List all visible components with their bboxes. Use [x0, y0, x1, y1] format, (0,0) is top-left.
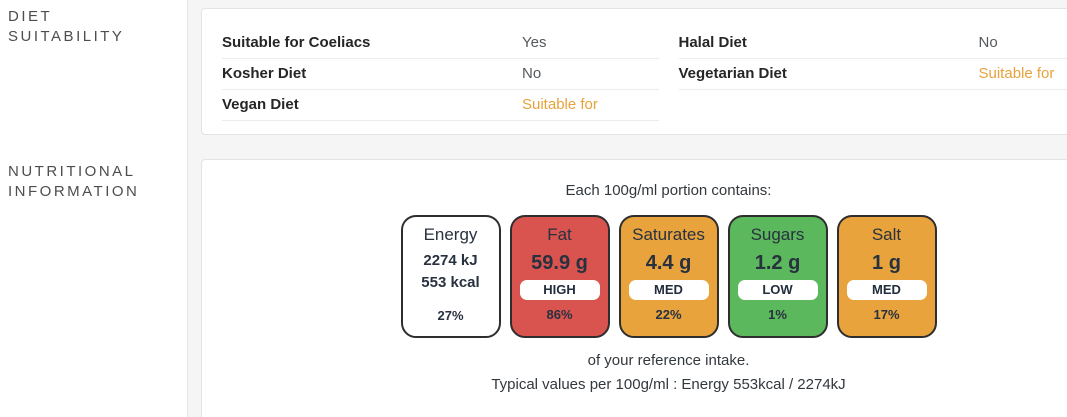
- energy-kj-value: 2274 kJ: [423, 252, 478, 270]
- level-badge-med: MED: [846, 280, 927, 301]
- diet-table-left-column: Suitable for Coeliacs Yes Kosher Diet No…: [222, 28, 659, 121]
- diet-row-label: Vegan Diet: [222, 96, 299, 113]
- diet-row-value: No: [522, 65, 542, 82]
- diet-suitability-heading: DIET SUITABILITY: [8, 8, 125, 45]
- diet-row-value: No: [978, 34, 998, 51]
- reference-intake-percent: 86%: [546, 307, 573, 323]
- nutrient-name: Saturates: [632, 225, 705, 244]
- energy-kcal-value: 553 kcal: [421, 274, 480, 291]
- diet-row-value: Yes: [522, 34, 547, 51]
- nutrient-name: Fat: [547, 225, 572, 244]
- nutrient-amount: 4.4 g: [645, 252, 692, 275]
- traffic-light-saturates: Saturates 4.4 g MED 22%: [618, 215, 719, 338]
- diet-row-coeliacs: Suitable for Coeliacs Yes: [222, 28, 659, 59]
- traffic-light-sugars: Sugars 1.2 g LOW 1%: [727, 215, 828, 338]
- diet-row-label: Kosher Diet: [222, 65, 307, 82]
- diet-row-vegetarian: Vegetarian Diet Suitable for: [678, 59, 1067, 90]
- nutrient-name: Salt: [871, 225, 902, 244]
- section-label-sidebar: DIET SUITABILITY NUTRITIONAL INFORMATION: [0, 0, 187, 417]
- traffic-light-energy: Energy 2274 kJ 553 kcal 27%: [400, 215, 501, 338]
- diet-row-halal: Halal Diet No: [678, 28, 1067, 59]
- reference-intake-percent: 17%: [873, 307, 900, 323]
- reference-intake-percent: 27%: [437, 307, 464, 323]
- diet-row-value-suitable: Suitable for: [522, 96, 598, 113]
- energy-values: 2274 kJ 553 kcal: [421, 250, 479, 294]
- nutrient-amount: 1.2 g: [754, 252, 801, 275]
- diet-row-label: Suitable for Coeliacs: [222, 34, 371, 51]
- nutrient-amount: 1 g: [872, 252, 901, 275]
- content-area: Suitable for Coeliacs Yes Kosher Diet No…: [187, 0, 1067, 417]
- traffic-light-salt: Salt 1 g MED 17%: [836, 215, 937, 338]
- nutrient-name: Sugars: [750, 225, 805, 244]
- nutritional-information-panel: Each 100g/ml portion contains: Energy 22…: [201, 159, 1067, 417]
- reference-intake-percent: 22%: [655, 307, 682, 323]
- traffic-light-fat: Fat 59.9 g HIGH 86%: [509, 215, 610, 338]
- diet-suitability-table: Suitable for Coeliacs Yes Kosher Diet No…: [201, 8, 1067, 135]
- traffic-light-labels: Energy 2274 kJ 553 kcal 27% Fat 59.9 g H…: [222, 215, 1067, 338]
- nutrient-name: Energy: [423, 225, 478, 244]
- diet-row-label: Halal Diet: [678, 34, 747, 51]
- diet-row-value-suitable: Suitable for: [978, 65, 1055, 82]
- diet-row-kosher: Kosher Diet No: [222, 59, 659, 90]
- reference-intake-text: of your reference intake.: [587, 352, 750, 369]
- level-badge-med: MED: [628, 280, 709, 301]
- nutrient-amount: 59.9 g: [531, 252, 588, 275]
- diet-row-vegan: Vegan Diet Suitable for: [222, 90, 659, 121]
- diet-row-label: Vegetarian Diet: [678, 65, 787, 82]
- typical-values-text: Typical values per 100g/ml : Energy 553k…: [491, 376, 846, 393]
- level-badge-low: LOW: [737, 280, 818, 301]
- portion-contains-text: Each 100g/ml portion contains:: [565, 182, 772, 199]
- reference-intake-percent: 1%: [768, 307, 787, 323]
- nutritional-information-heading: NUTRITIONAL INFORMATION: [8, 163, 140, 200]
- level-badge-high: HIGH: [519, 280, 600, 301]
- diet-table-right-column: Halal Diet No Vegetarian Diet Suitable f…: [678, 28, 1067, 121]
